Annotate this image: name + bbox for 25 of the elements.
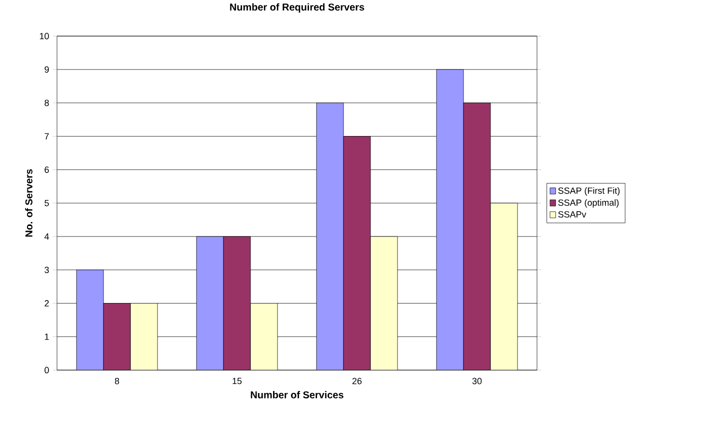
x-tick-label: 26 — [352, 378, 362, 384]
x-tick-label: 8 — [114, 378, 120, 384]
y-tick-label: 2 — [44, 300, 49, 306]
y-tick-label: 5 — [44, 200, 49, 206]
y-tick-label: 1 — [44, 334, 49, 340]
x-tick-label: 30 — [472, 378, 482, 384]
x-axis-title: Number of Services — [250, 391, 344, 398]
y-tick-label: 0 — [44, 366, 49, 374]
legend-label: SSAPv — [558, 211, 586, 218]
x-tick-label: 15 — [232, 378, 242, 384]
bar — [250, 303, 278, 370]
y-tick-label: 3 — [44, 266, 49, 274]
y-tick-label: 7 — [44, 133, 49, 140]
y-tick-label: 6 — [44, 166, 49, 173]
legend-label: SSAP (optimal) — [558, 199, 619, 208]
y-tick-label: 9 — [44, 66, 49, 73]
y-tick-label: 4 — [44, 233, 49, 240]
bar — [490, 202, 518, 370]
bar — [370, 236, 398, 370]
y-tick-label: 8 — [44, 100, 49, 106]
bar — [130, 303, 158, 370]
y-axis-title: No. of Servers — [25, 169, 32, 237]
y-tick-label: 10 — [40, 32, 49, 40]
chart-title: Number of Required Servers — [230, 3, 364, 13]
legend-label: SSAP (First Fit) — [558, 187, 620, 196]
